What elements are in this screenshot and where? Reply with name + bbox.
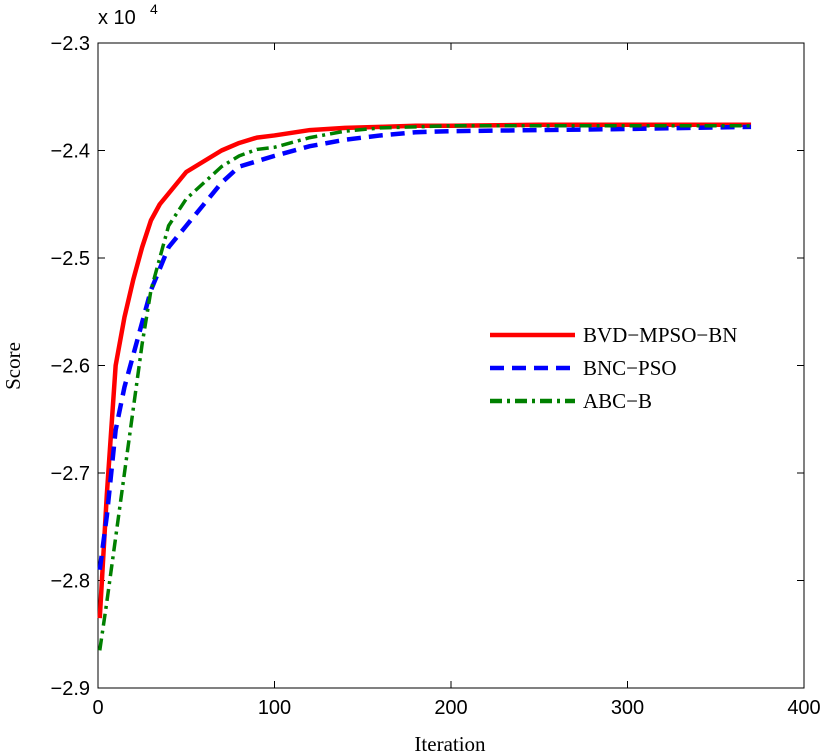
y-axis-label: Score [1, 342, 25, 390]
y-tick-label: −2.5 [51, 248, 90, 270]
y-multiplier-exponent: 4 [150, 1, 158, 17]
y-multiplier: x 10 [98, 7, 136, 29]
line [97, 124, 752, 571]
line [98, 124, 752, 651]
y-tick-label: −2.4 [51, 141, 90, 163]
legend-label: ABC−B [583, 389, 652, 413]
x-tick-label: 100 [258, 697, 291, 719]
line [97, 122, 752, 619]
legend-label: BVD−MPSO−BN [583, 323, 737, 347]
y-tick-label: −2.8 [51, 571, 90, 593]
x-tick-label: 200 [434, 697, 467, 719]
y-tick-label: −2.6 [51, 356, 90, 378]
plot-frame [97, 42, 805, 689]
y-tick-label: −2.9 [51, 678, 90, 700]
x-tick-label: 400 [787, 697, 820, 719]
y-tick-label: −2.3 [51, 33, 90, 55]
y-tick-label: −2.7 [51, 463, 90, 485]
x-tick-label: 300 [611, 697, 644, 719]
x-tick-label: 0 [92, 697, 103, 719]
x-axis-label: Iteration [414, 732, 486, 754]
legend-label: BNC−PSO [583, 356, 677, 380]
